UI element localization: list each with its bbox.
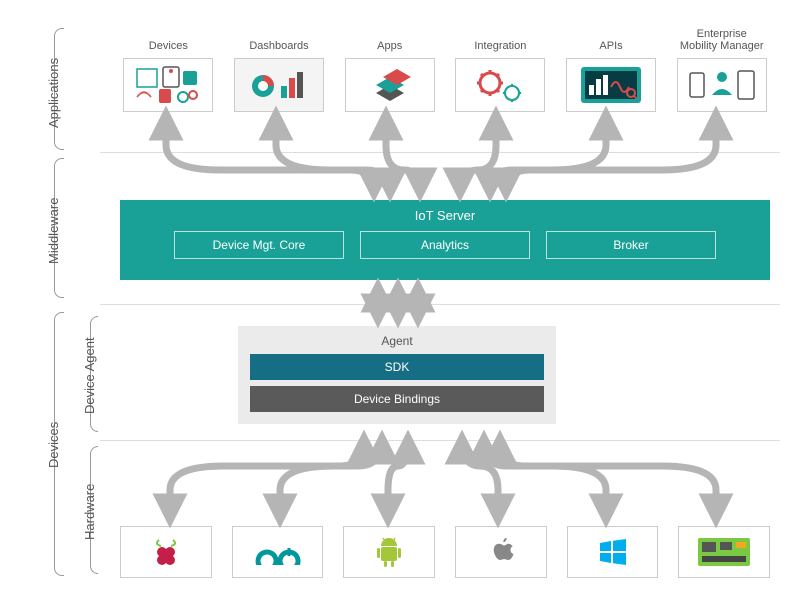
hardware-row [120,526,770,578]
agent-title: Agent [381,334,412,348]
app-box [566,58,656,112]
layer-label-hardware: Hardware [82,484,97,540]
iot-server: IoT Server Device Mgt. Core Analytics Br… [120,200,770,280]
hw-windows [567,526,659,578]
layer-label-applications: Applications [46,58,61,128]
app-label: Apps [377,28,402,52]
agent-bindings: Device Bindings [250,386,544,412]
raspberry-pi-icon [151,534,181,570]
apps-icon [365,65,415,105]
hw-apple [455,526,547,578]
apis-icon [577,63,645,107]
divider [100,440,780,441]
agent-box: Agent SDK Device Bindings [238,326,556,424]
layer-label-middleware: Middleware [46,198,61,264]
app-label: APIs [599,28,622,52]
app-label: Enterprise Mobility Manager [680,28,764,52]
emm-icon [686,65,758,105]
hw-raspberry-pi [120,526,212,578]
devices-icon [133,65,203,105]
app-label: Devices [149,28,188,52]
android-icon [375,536,403,568]
arduino-icon [253,539,303,565]
hw-android [343,526,435,578]
iot-server-title: IoT Server [415,208,475,223]
integration-icon [472,65,528,105]
iot-sub-device-mgt: Device Mgt. Core [174,231,344,259]
dashboards-icon [247,66,311,104]
app-box [677,58,767,112]
windows-icon [598,537,628,567]
iot-sub-analytics: Analytics [360,231,530,259]
agent-sdk: SDK [250,354,544,380]
iot-sub-broker: Broker [546,231,716,259]
hw-arduino [232,526,324,578]
app-label: Dashboards [249,28,308,52]
iot-architecture-diagram: Applications Middleware Devices Device A… [0,0,800,600]
app-dashboards: Dashboards [231,28,328,112]
applications-row: Devices Dashboards [120,28,770,112]
divider [100,152,780,153]
app-apis: APIs [563,28,660,112]
app-box [455,58,545,112]
divider [100,304,780,305]
app-apps: Apps [341,28,438,112]
app-box [234,58,324,112]
app-emm: Enterprise Mobility Manager [673,28,770,112]
app-label: Integration [474,28,526,52]
app-devices: Devices [120,28,217,112]
layer-label-devices: Devices [46,422,61,468]
app-box [123,58,213,112]
layer-label-device-agent: Device Agent [82,337,97,414]
apple-icon [488,537,514,567]
app-box [345,58,435,112]
hw-board [678,526,770,578]
board-icon [696,534,752,570]
app-integration: Integration [452,28,549,112]
